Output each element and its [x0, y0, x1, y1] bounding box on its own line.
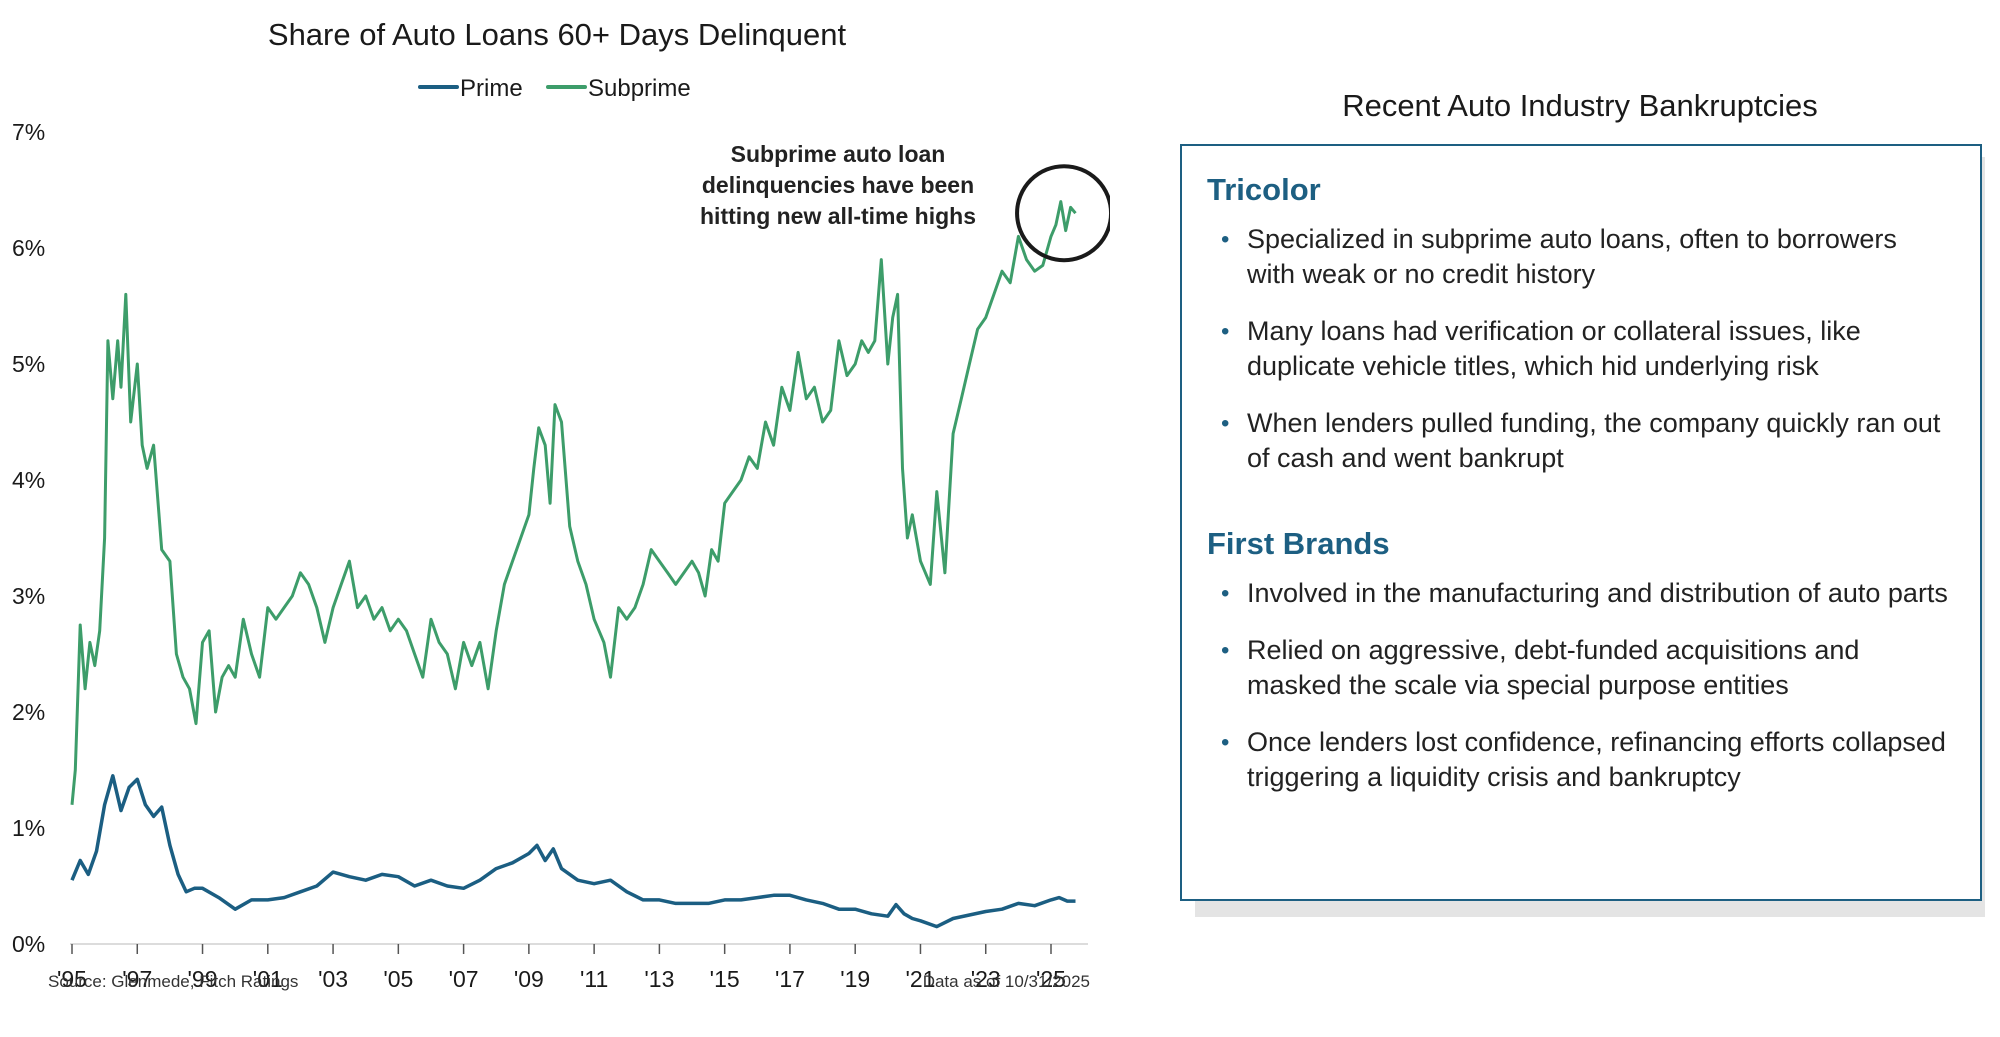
- list-item: • Involved in the manufacturing and distr…: [1207, 576, 1952, 611]
- x-tick-label: '95: [57, 966, 87, 992]
- x-tick-label: '97: [122, 966, 152, 992]
- y-tick-label: 5%: [12, 351, 45, 377]
- bullet-list: • Involved in the manufacturing and distr…: [1207, 576, 1952, 795]
- x-tick-label: '15: [710, 966, 740, 992]
- list-item: • Once lenders lost confidence, refinanci…: [1207, 725, 1952, 795]
- annotation-line-1: Subprime auto loan: [731, 141, 946, 167]
- bullet-icon: •: [1221, 318, 1230, 345]
- source-note: Source: Glenmede, Fitch Ratings: [48, 972, 298, 991]
- list-item: • Relied on aggressive, debt-funded acqui…: [1207, 633, 1952, 703]
- bullet-icon: •: [1221, 580, 1230, 607]
- annotation-line-3: hitting new all-time highs: [700, 203, 976, 229]
- list-item: • Many loans had verification or collater…: [1207, 314, 1952, 384]
- company-first-brands: First Brands • Involved in the manufactur…: [1207, 526, 1952, 795]
- annotation: Subprime auto loan delinquencies have be…: [700, 141, 976, 229]
- x-tick-label: '19: [840, 966, 870, 992]
- legend-label-prime: Prime: [460, 75, 523, 102]
- bullet-icon: •: [1221, 729, 1230, 756]
- y-axis-ticks: 0% 1% 2% 3% 4% 5% 6% 7%: [12, 119, 45, 957]
- x-tick-label: '25: [1036, 966, 1066, 992]
- x-axis-ticks: '95 '97 '99 '01 '03 '05 '07 '09 '11 '13 '15 '17 '19 '…: [57, 944, 1066, 992]
- y-tick-label: 6%: [12, 235, 45, 261]
- series-line-subprime: [70, 200, 1077, 805]
- x-tick-label: '05: [383, 966, 413, 992]
- bullet-text: When lenders pulled funding, the company…: [1247, 408, 1941, 473]
- bullet-text: Once lenders lost confidence, refinancin…: [1247, 727, 1946, 792]
- x-tick-label: '01: [253, 966, 283, 992]
- x-tick-label: '13: [644, 966, 674, 992]
- list-item: • When lenders pulled funding, the compan…: [1207, 406, 1952, 476]
- legend: Prime Subprime: [418, 75, 691, 102]
- chart-title: Share of Auto Loans 60+ Days Delinquent: [268, 17, 847, 52]
- x-tick-label: '17: [775, 966, 805, 992]
- list-item: • Specialized in subprime auto loans, oft…: [1207, 222, 1952, 292]
- bullet-icon: •: [1221, 410, 1230, 437]
- bullet-text: Specialized in subprime auto loans, ofte…: [1247, 224, 1897, 289]
- x-tick-label: '23: [971, 966, 1001, 992]
- y-tick-label: 1%: [12, 815, 45, 841]
- y-tick-label: 7%: [12, 119, 45, 145]
- bullet-list: • Specialized in subprime auto loans, oft…: [1207, 222, 1952, 476]
- highlight-circle: [1015, 164, 1110, 263]
- x-tick-label: '99: [188, 966, 218, 992]
- bullet-text: Relied on aggressive, debt-funded acquis…: [1247, 635, 1860, 700]
- y-tick-label: 3%: [12, 583, 45, 609]
- x-tick-label: '09: [514, 966, 544, 992]
- panel-title: Recent Auto Industry Bankruptcies: [1342, 88, 1818, 123]
- x-tick-label: '11: [580, 966, 608, 992]
- data-as-of-note: Data as of 10/31/2025: [923, 972, 1090, 991]
- y-tick-label: 0%: [12, 931, 45, 957]
- delinquency-chart: Share of Auto Loans 60+ Days Delinquent …: [12, 17, 1110, 992]
- annotation-line-2: delinquencies have been: [702, 172, 974, 198]
- bullet-icon: •: [1221, 226, 1230, 253]
- bullet-text: Involved in the manufacturing and distri…: [1247, 578, 1948, 608]
- y-tick-label: 4%: [12, 467, 45, 493]
- bankruptcies-panel: Tricolor • Specialized in subprime auto l…: [1180, 144, 1982, 901]
- x-tick-label: '03: [318, 966, 348, 992]
- y-tick-label: 2%: [12, 699, 45, 725]
- bullet-text: Many loans had verification or collatera…: [1247, 316, 1861, 381]
- company-tricolor: Tricolor • Specialized in subprime auto l…: [1207, 172, 1952, 476]
- x-tick-label: '21: [905, 966, 935, 992]
- legend-label-subprime: Subprime: [588, 75, 691, 102]
- x-tick-label: '07: [449, 966, 479, 992]
- series-line-prime: [70, 774, 1076, 929]
- bullet-icon: •: [1221, 637, 1230, 664]
- company-name: First Brands: [1207, 526, 1390, 561]
- company-name: Tricolor: [1207, 172, 1321, 207]
